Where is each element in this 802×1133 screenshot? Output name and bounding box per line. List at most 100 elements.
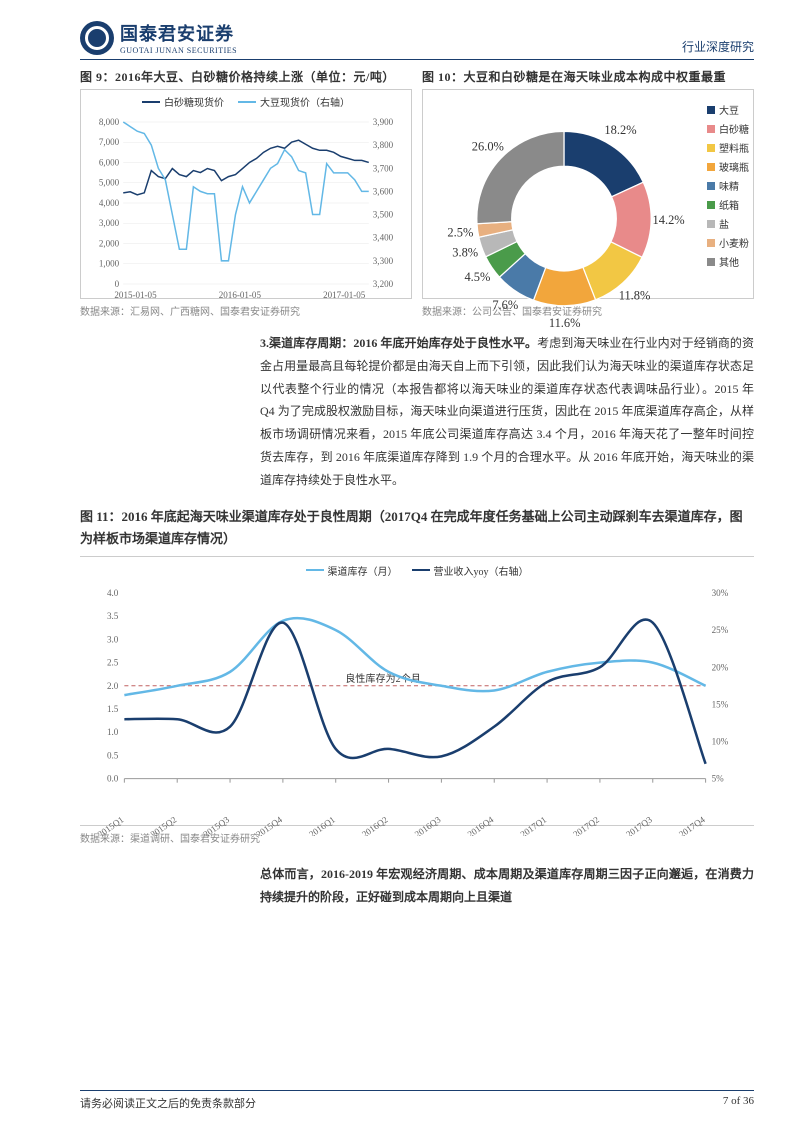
svg-text:2015-01-05: 2015-01-05 [114, 290, 157, 300]
footer-disclaimer: 请务必阅读正文之后的免责条款部分 [80, 1095, 256, 1111]
svg-text:良性库存为2个月: 良性库存为2个月 [345, 672, 421, 685]
fig11-legend: 渠道库存（月） 营业收入yoy（右轴） [84, 563, 750, 578]
fig11-svg: 0.00.51.01.52.02.53.03.54.05%10%15%20%25… [84, 580, 750, 836]
logo-block: 国泰君安证券 GUOTAI JUNAN SECURITIES [80, 20, 237, 55]
legend-label: 塑料瓶 [719, 140, 749, 155]
fig10-legend-item: 盐 [707, 216, 749, 231]
svg-text:2015Q3: 2015Q3 [201, 814, 231, 836]
svg-text:4.0: 4.0 [107, 588, 119, 598]
svg-text:7,000: 7,000 [99, 137, 120, 147]
fig11-legend2: 营业收入yoy（右轴） [434, 563, 529, 578]
svg-text:2016Q1: 2016Q1 [307, 814, 337, 836]
svg-text:2015Q1: 2015Q1 [96, 814, 126, 836]
logo-icon [80, 21, 114, 55]
svg-text:14.2%: 14.2% [653, 213, 685, 227]
footer-pagenum: 7 of 36 [723, 1095, 754, 1111]
svg-text:2016Q2: 2016Q2 [360, 814, 390, 836]
fig10-legend-item: 玻璃瓶 [707, 159, 749, 174]
legend-label: 其他 [719, 254, 739, 269]
svg-text:2017Q3: 2017Q3 [624, 814, 654, 836]
svg-text:15%: 15% [712, 699, 729, 709]
legend-label: 大豆 [719, 102, 739, 117]
svg-text:5%: 5% [712, 773, 725, 783]
svg-text:3.0: 3.0 [107, 634, 119, 644]
svg-text:2.0: 2.0 [107, 681, 119, 691]
svg-text:2015Q4: 2015Q4 [254, 814, 284, 836]
svg-text:2.5: 2.5 [107, 657, 119, 667]
svg-text:3.8%: 3.8% [452, 246, 478, 260]
svg-text:25%: 25% [712, 625, 729, 635]
legend-label: 味精 [719, 178, 739, 193]
svg-text:18.2%: 18.2% [604, 123, 636, 137]
svg-text:2017Q4: 2017Q4 [677, 814, 707, 836]
fig9-legend2: 大豆现货价（右轴） [260, 94, 350, 109]
legend-label: 白砂糖 [719, 121, 749, 136]
fig10-legend-item: 小麦粉 [707, 235, 749, 250]
fig10-legend: 大豆白砂糖塑料瓶玻璃瓶味精纸箱盐小麦粉其他 [707, 94, 749, 269]
svg-text:1,000: 1,000 [99, 259, 120, 269]
svg-text:3,000: 3,000 [99, 218, 120, 228]
svg-text:0.0: 0.0 [107, 773, 119, 783]
svg-text:3,700: 3,700 [373, 163, 394, 173]
svg-text:0: 0 [115, 279, 120, 289]
svg-text:2016Q3: 2016Q3 [413, 814, 443, 836]
fig11-title: 图 11：2016 年底起海天味业渠道库存处于良性周期（2017Q4 在完成年度… [80, 506, 754, 550]
svg-text:2017Q1: 2017Q1 [519, 814, 549, 836]
p2-bold: 总体而言，2016-2019 年宏观经济周期、成本周期及渠道库存周期三因子正向邂… [260, 867, 754, 904]
svg-text:4,000: 4,000 [99, 198, 120, 208]
svg-text:0.5: 0.5 [107, 750, 119, 760]
svg-text:2015Q2: 2015Q2 [149, 814, 179, 836]
fig10-chart: 18.2%14.2%11.8%11.6%7.6%4.5%3.8%2.5%26.0… [422, 89, 754, 299]
fig9-chart: 白砂糖现货价 大豆现货价（右轴） 01,0002,0003,0004,0005,… [80, 89, 412, 299]
svg-text:30%: 30% [712, 588, 729, 598]
legend-swatch-icon [707, 239, 715, 247]
svg-text:6,000: 6,000 [99, 157, 120, 167]
paragraph-1: 3.渠道库存周期：2016 年底开始库存处于良性水平。考虑到海天味业在行业内对于… [260, 332, 754, 492]
svg-text:11.8%: 11.8% [619, 289, 651, 303]
svg-text:3.5: 3.5 [107, 611, 119, 621]
fig9-legend1: 白砂糖现货价 [164, 94, 224, 109]
svg-text:1.0: 1.0 [107, 727, 119, 737]
svg-text:10%: 10% [712, 736, 729, 746]
p1-text: 考虑到海天味业在行业内对于经销商的资金占用量最高且每轮提价都是由海天自上而下引领… [260, 336, 754, 487]
fig9-svg: 01,0002,0003,0004,0005,0006,0007,0008,00… [85, 111, 407, 311]
paragraph-2: 总体而言，2016-2019 年宏观经济周期、成本周期及渠道库存周期三因子正向邂… [260, 863, 754, 909]
svg-text:2016Q4: 2016Q4 [466, 814, 496, 836]
fig9-title: 图 9：2016年大豆、白砂糖价格持续上涨（单位：元/吨） [80, 68, 412, 85]
svg-text:3,300: 3,300 [373, 256, 394, 266]
svg-text:26.0%: 26.0% [472, 140, 504, 154]
legend-label: 纸箱 [719, 197, 739, 212]
fig10-legend-item: 纸箱 [707, 197, 749, 212]
page-footer: 请务必阅读正文之后的免责条款部分 7 of 36 [80, 1090, 754, 1111]
svg-text:3,800: 3,800 [373, 140, 394, 150]
svg-text:7.6%: 7.6% [492, 298, 518, 312]
fig10-legend-item: 味精 [707, 178, 749, 193]
legend-swatch-icon [707, 220, 715, 228]
logo-text: 国泰君安证券 GUOTAI JUNAN SECURITIES [120, 20, 237, 55]
page-header: 国泰君安证券 GUOTAI JUNAN SECURITIES 行业深度研究 [80, 20, 754, 60]
svg-text:3,900: 3,900 [373, 117, 394, 127]
fig10-legend-item: 塑料瓶 [707, 140, 749, 155]
legend-label: 玻璃瓶 [719, 159, 749, 174]
legend-swatch-icon [707, 106, 715, 114]
svg-text:3,500: 3,500 [373, 210, 394, 220]
fig11-chart: 渠道库存（月） 营业收入yoy（右轴） 0.00.51.01.52.02.53.… [80, 556, 754, 826]
fig9-legend: 白砂糖现货价 大豆现货价（右轴） [85, 94, 407, 109]
legend-label: 盐 [719, 216, 729, 231]
svg-text:4.5%: 4.5% [464, 270, 490, 284]
svg-text:2017Q2: 2017Q2 [571, 814, 601, 836]
svg-text:8,000: 8,000 [99, 117, 120, 127]
fig10-legend-item: 白砂糖 [707, 121, 749, 136]
logo-en: GUOTAI JUNAN SECURITIES [120, 46, 237, 55]
svg-text:2016-01-05: 2016-01-05 [219, 290, 262, 300]
legend-swatch-icon [707, 182, 715, 190]
logo-cn: 国泰君安证券 [120, 20, 237, 46]
svg-text:11.6%: 11.6% [549, 316, 581, 330]
legend-swatch-icon [707, 125, 715, 133]
legend-label: 小麦粉 [719, 235, 749, 250]
header-category: 行业深度研究 [682, 38, 754, 55]
fig10-svg: 18.2%14.2%11.8%11.6%7.6%4.5%3.8%2.5%26.0… [427, 94, 701, 343]
fig11-legend1: 渠道库存（月） [328, 563, 398, 578]
svg-text:3,400: 3,400 [373, 233, 394, 243]
legend-swatch-icon [707, 144, 715, 152]
